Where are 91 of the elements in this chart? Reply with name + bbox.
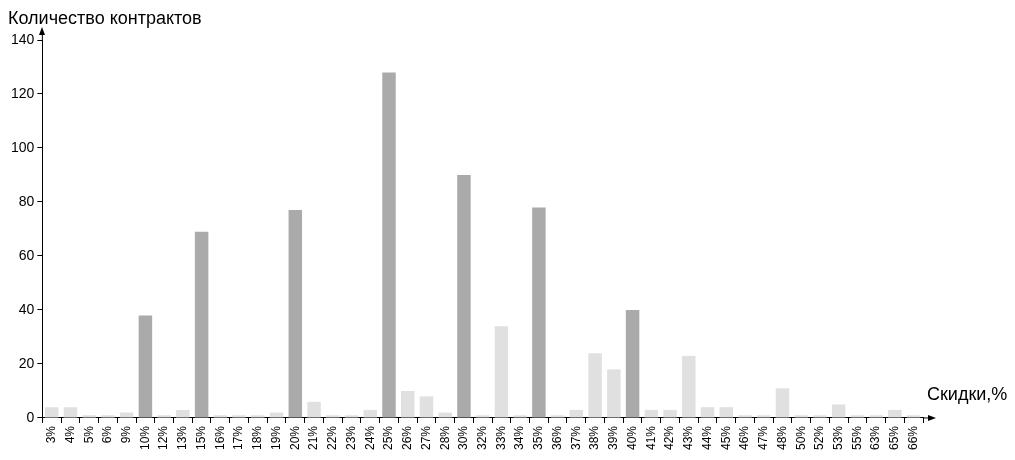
x-tick-label: 10%	[137, 425, 152, 451]
x-tick-label: 19%	[268, 425, 283, 451]
x-tick-label: 16%	[212, 425, 227, 451]
x-tick-label: 13%	[175, 425, 190, 451]
bar	[232, 415, 246, 418]
bar	[400, 390, 415, 418]
x-tick-label: 20%	[287, 425, 302, 451]
x-tick-label: 12%	[156, 425, 171, 451]
bar	[813, 415, 827, 418]
bar	[831, 404, 846, 418]
bar	[588, 353, 602, 418]
bar	[513, 415, 527, 418]
y-tick-label: 100	[11, 138, 35, 155]
y-tick-label: 60	[18, 246, 35, 263]
x-tick-label: 25%	[381, 425, 396, 451]
x-tick-label: 6%	[100, 425, 115, 444]
x-tick-label: 28%	[437, 425, 452, 451]
x-tick-label: 17%	[231, 425, 246, 451]
x-tick-label: 33%	[493, 425, 508, 451]
x-tick-label: 53%	[831, 425, 845, 451]
x-tick-label: 34%	[512, 425, 527, 451]
x-tick-label: 65%	[887, 425, 902, 451]
bar	[63, 407, 78, 418]
bar	[157, 415, 171, 418]
bar	[138, 315, 153, 418]
x-tick-label: 30%	[456, 425, 471, 451]
x-tick-label: 35%	[531, 425, 546, 451]
x-tick-label: 42%	[662, 425, 677, 451]
x-axis-title: Скидки,%	[927, 383, 1008, 405]
x-tick-label: 9%	[118, 425, 133, 444]
bar	[194, 231, 209, 418]
bar	[44, 407, 59, 418]
bar	[532, 207, 546, 418]
bar	[719, 407, 734, 418]
x-tick-label: 55%	[849, 425, 864, 451]
bar	[307, 401, 321, 418]
x-tick-label: 39%	[606, 425, 621, 451]
x-tick-label: 5%	[81, 425, 96, 444]
y-tick-label: 80	[18, 192, 35, 209]
x-tick-label: 27%	[418, 425, 433, 451]
bar	[494, 326, 509, 418]
x-tick-label: 47%	[756, 425, 771, 451]
y-tick-label: 140	[11, 30, 35, 47]
bar	[738, 415, 752, 418]
x-tick-label: 45%	[718, 425, 733, 451]
x-tick-label: 40%	[624, 425, 639, 451]
bar	[382, 72, 396, 418]
x-tick-label: 44%	[699, 425, 714, 451]
y-tick-label: 20	[18, 354, 35, 371]
y-tick-label: 40	[18, 300, 35, 317]
x-tick-label: 21%	[306, 425, 321, 451]
x-tick-label: 46%	[737, 425, 752, 451]
bar	[607, 369, 621, 418]
x-tick-label: 24%	[362, 425, 377, 451]
bar	[176, 409, 190, 418]
x-tick-label: 18%	[250, 425, 265, 451]
bar	[700, 407, 715, 418]
y-tick-label: 120	[11, 84, 35, 101]
bar	[101, 415, 115, 418]
bar	[419, 396, 434, 418]
x-tick-label: 15%	[193, 425, 208, 451]
bar	[682, 355, 696, 418]
bar	[326, 415, 340, 418]
bar	[251, 415, 265, 418]
x-tick-label: 50%	[793, 425, 808, 451]
x-tick-label: 41%	[643, 425, 658, 451]
bar	[288, 210, 303, 418]
y-tick-label: 0	[26, 408, 35, 425]
x-tick-label: 3%	[44, 425, 59, 444]
bar	[625, 309, 640, 418]
x-tick-label: 52%	[812, 425, 827, 451]
x-tick-label: 36%	[549, 425, 564, 451]
bar	[869, 415, 883, 418]
x-tick-label: 66%	[905, 425, 920, 451]
bar	[775, 388, 790, 418]
bar	[663, 409, 677, 418]
x-tick-label: 63%	[868, 425, 883, 451]
x-tick-label: 4%	[62, 425, 77, 444]
x-tick-label: 32%	[474, 425, 489, 451]
bar	[888, 409, 902, 418]
bar	[457, 174, 471, 418]
x-tick-label: 26%	[400, 425, 415, 451]
bar	[794, 415, 808, 418]
x-tick-label: 43%	[681, 425, 696, 451]
x-tick-label: 48%	[774, 425, 789, 451]
bar	[82, 415, 96, 418]
x-tick-label: 23%	[343, 425, 358, 451]
x-tick-label: 37%	[568, 425, 583, 451]
y-axis-title: Количество контрактов	[8, 8, 202, 29]
x-tick-label: 22%	[325, 425, 340, 451]
x-tick-label: 38%	[587, 425, 602, 451]
